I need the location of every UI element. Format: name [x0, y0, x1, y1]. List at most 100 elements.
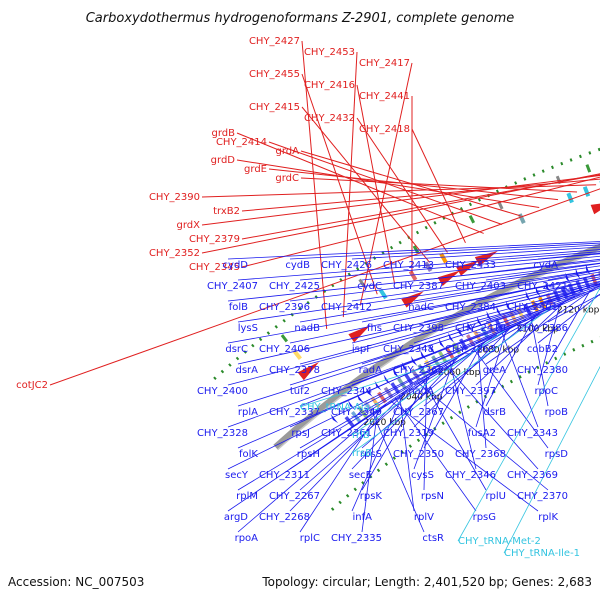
cog-segment [383, 386, 394, 399]
reverse-leader [227, 291, 586, 386]
reverse-leader [237, 334, 498, 449]
reverse-gene-label: nadB [294, 323, 320, 334]
map-title: Carboxydothermus hydrogenoformans Z-2901… [86, 11, 515, 26]
reverse-leader [299, 407, 383, 533]
label-leader-lines [49, 40, 600, 554]
reverse-leader [413, 326, 512, 428]
reverse-leader [547, 269, 600, 281]
rna-leader [351, 330, 505, 436]
forward-gene-label: CHY_2416 [304, 80, 355, 91]
reverse-leader [227, 350, 469, 470]
reverse-leader [485, 263, 600, 281]
reverse-gene-label: radA [359, 365, 383, 376]
forward-gene-label: CHY_2415 [249, 102, 300, 113]
rna-gene-label: CHY_tRNA-Met-2 [458, 536, 541, 547]
forward-gene-label: trxB2 [213, 206, 240, 217]
reverse-gene-label: CHY_2349 [331, 407, 382, 418]
inner-dots [330, 336, 600, 511]
reverse-leader [423, 376, 428, 491]
reverse-leader [399, 394, 415, 512]
reverse-gene-label: ispF [352, 344, 372, 355]
forward-leader [268, 168, 559, 201]
forward-gene-label: grdX [177, 220, 201, 231]
reverse-gene-label: CHY_2400 [197, 386, 248, 397]
reverse-gene-label: CHY_2380 [517, 365, 568, 376]
kbp-tick-label: 2020 kbp [363, 418, 406, 428]
reverse-gene-label: CHY_2425 [269, 281, 320, 292]
reverse-leader [423, 278, 600, 323]
forward-gene-label: CHY_2427 [249, 36, 300, 47]
reverse-gene-label: rpsG [473, 512, 496, 523]
kbp-tick-label: 2100 kbp [516, 325, 559, 335]
reverse-gene-arrow [505, 300, 512, 312]
reverse-leader [501, 332, 539, 428]
cog-segment [344, 415, 355, 428]
reverse-gene-arrow [401, 361, 409, 372]
reverse-leader [413, 359, 455, 470]
reverse-leader [423, 342, 484, 449]
reverse-gene-label: CHY_2407 [207, 281, 258, 292]
reverse-gene-arrow [429, 344, 436, 355]
reverse-leader [299, 307, 551, 407]
reverse-leader [237, 305, 556, 407]
reverse-gene-label: CHY_2387 [393, 281, 444, 292]
reverse-leader [537, 293, 600, 344]
summary-text: Topology: circular; Length: 2,401,520 bp… [261, 575, 592, 589]
rna-gene-label: CHY_tRNA-Ile-1 [504, 548, 580, 559]
reverse-gene-label: rpsD [545, 449, 569, 460]
forward-leader [201, 173, 600, 254]
reverse-gene-arrow [365, 387, 373, 397]
reverse-leader [237, 269, 600, 323]
reverse-leader [351, 280, 600, 344]
reverse-gene-label: CHY_2403 [455, 281, 506, 292]
cog-segment [390, 382, 401, 395]
forward-gene-label: cotJC2 [16, 380, 48, 391]
reverse-gene-label: rpoC [534, 386, 558, 397]
forward-leader [241, 176, 600, 268]
reverse-leader [289, 242, 600, 260]
reverse-leader [227, 241, 600, 260]
reverse-leader [485, 283, 600, 323]
cog-segment [494, 318, 504, 331]
reverse-leader [390, 400, 539, 512]
reverse-gene-label: cydB [285, 260, 310, 271]
forward-gene-label: CHY_2453 [304, 47, 355, 58]
reverse-leader [227, 276, 600, 344]
accession-text: Accession: NC_007503 [8, 575, 144, 589]
forward-gene-label: CHY_2414 [216, 137, 267, 148]
forward-gene-arrow [297, 362, 320, 381]
reverse-gene-arrow [486, 310, 493, 322]
reverse-gene-label: rplC [300, 533, 320, 544]
rna-leader [503, 365, 600, 554]
reverse-leader [472, 347, 549, 449]
reverse-leader [475, 249, 600, 260]
reverse-gene-label: CHY_2267 [269, 491, 320, 502]
reverse-gene-label: greA [483, 365, 506, 376]
reverse-leader [537, 303, 561, 386]
reverse-gene-arrow [410, 355, 418, 366]
forward-gene-arrow [590, 203, 600, 215]
forward-gene-label: grdE [244, 164, 267, 175]
reverse-gene-arrow [420, 349, 427, 361]
kbp-tick-label: 2140 kbp [598, 289, 600, 299]
reverse-gene-label: CHY_2337 [269, 407, 320, 418]
rna-gene-label: CHY_tRNA-Ala-3 [300, 402, 380, 413]
reverse-leader [475, 329, 507, 428]
rna-gene-label: rrlB [352, 430, 370, 441]
reverse-leader [413, 268, 600, 302]
reverse-gene-label: folB [229, 302, 248, 313]
reverse-gene-arrow [535, 286, 541, 297]
forward-gene-label: CHY_2345 [189, 262, 240, 273]
reverse-leader [299, 253, 600, 281]
reverse-gene-label: rplK [538, 512, 558, 523]
reverse-gene-label: rplA [238, 407, 258, 418]
reverse-gene-label: CHY_2344 [321, 386, 372, 397]
reverse-gene-arrow [392, 368, 400, 379]
reverse-gene-arrow [330, 413, 339, 424]
forward-gene-label: CHY_2432 [304, 113, 355, 124]
reverse-leader [351, 244, 600, 260]
forward-gene-label: CHY_2455 [249, 69, 300, 80]
reverse-leader [537, 281, 600, 302]
reverse-gene-label: cydC [357, 281, 382, 292]
forward-leader [201, 175, 600, 226]
